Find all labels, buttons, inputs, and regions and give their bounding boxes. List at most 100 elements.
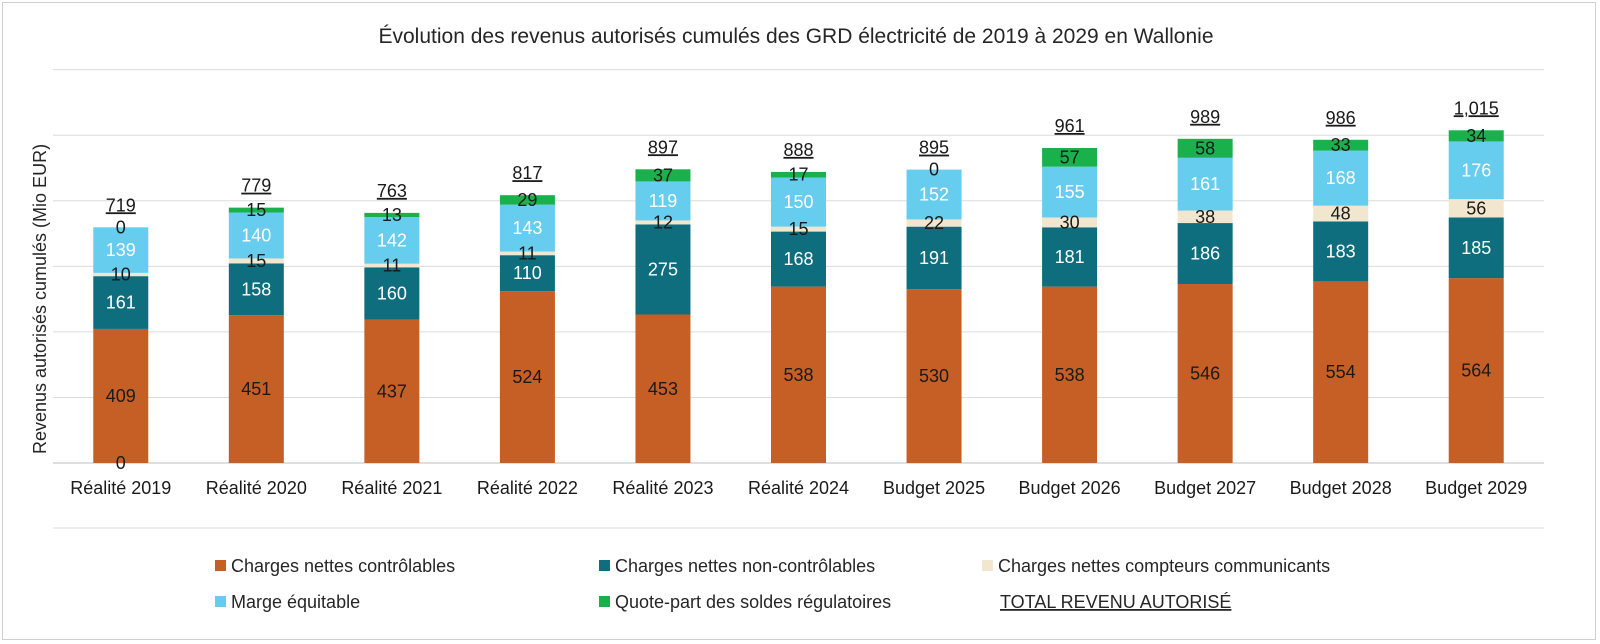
category-label: Budget 2027 bbox=[1154, 478, 1256, 498]
data-label: 150 bbox=[783, 192, 813, 212]
data-label: 11 bbox=[383, 256, 402, 276]
data-label: 176 bbox=[1461, 160, 1491, 180]
bar-segment-marge-equitable bbox=[1177, 157, 1233, 211]
bar-segment-quote-part-des-soldes-regulatoires bbox=[228, 207, 284, 213]
legend-swatch-charges-nettes-controlables bbox=[215, 560, 226, 571]
bar-segment-marge-equitable bbox=[771, 177, 826, 227]
bar-segment-quote-part-des-soldes-regulatoires bbox=[1313, 139, 1369, 151]
stacked-bar-chart: Évolution des revenus autorisés cumulés … bbox=[30, 25, 1544, 612]
legend: Charges nettes contrôlables Charges nette… bbox=[215, 556, 1330, 612]
data-label: 38 bbox=[1195, 207, 1215, 227]
bar-segment-charges-nettes-controlables bbox=[1448, 278, 1504, 463]
category-label: Réalité 2019 bbox=[70, 478, 171, 498]
category-labels: Réalité 2019 Réalité 2020 Réalité 2021 Réal… bbox=[70, 478, 1527, 498]
bar-segment-quote-part-des-soldes-regulatoires bbox=[771, 171, 826, 178]
category-label: Réalité 2021 bbox=[341, 478, 442, 498]
bar-segment-marge-equitable bbox=[499, 204, 555, 252]
total-label: 817 bbox=[512, 163, 542, 183]
bar-segment-marge-equitable bbox=[906, 169, 962, 220]
data-label: 33 bbox=[1331, 135, 1351, 155]
total-label: 888 bbox=[783, 140, 813, 160]
legend-entry: Charges nettes compteurs communicants bbox=[998, 556, 1330, 576]
bar-segment-marge-equitable bbox=[1448, 141, 1504, 200]
category-label: Budget 2029 bbox=[1425, 478, 1527, 498]
bar-segment-charges-nettes-compteurs-communicants bbox=[93, 272, 149, 277]
category-label: Réalité 2023 bbox=[612, 478, 713, 498]
bar-segment-quote-part-des-soldes-regulatoires bbox=[1177, 138, 1233, 158]
data-label: 143 bbox=[512, 218, 542, 238]
data-label: 530 bbox=[919, 366, 949, 386]
bar-segment-charges-nettes-non-controlables bbox=[635, 224, 691, 315]
bar-segment-charges-nettes-compteurs-communicants bbox=[1177, 210, 1233, 224]
data-label: 140 bbox=[241, 226, 271, 246]
data-label: 30 bbox=[1060, 212, 1080, 232]
bar-segment-charges-nettes-compteurs-communicants bbox=[1448, 199, 1504, 218]
legend-entry: Charges nettes contrôlables bbox=[231, 556, 455, 576]
bar-segment-marge-equitable bbox=[364, 217, 420, 264]
data-label: 538 bbox=[1055, 365, 1085, 385]
total-label: 895 bbox=[919, 138, 949, 158]
category-label: Réalité 2024 bbox=[748, 478, 849, 498]
legend-swatch-charges-nettes-non-controlables bbox=[599, 560, 610, 571]
chart-title: Évolution des revenus autorisés cumulés … bbox=[378, 25, 1213, 48]
data-label: 37 bbox=[653, 165, 673, 185]
legend-swatch-marge-equitable bbox=[215, 596, 226, 607]
bar-segment-marge-equitable bbox=[1313, 150, 1369, 206]
data-label: 160 bbox=[377, 284, 407, 304]
data-label: 56 bbox=[1466, 198, 1486, 218]
bar-segment-charges-nettes-non-controlables bbox=[1177, 223, 1233, 285]
data-label: 10 bbox=[111, 265, 131, 285]
data-label: 58 bbox=[1195, 138, 1215, 158]
data-label: 437 bbox=[377, 381, 407, 401]
data-label: 451 bbox=[241, 379, 271, 399]
category-label: Budget 2026 bbox=[1019, 478, 1121, 498]
bar-segment-marge-equitable bbox=[1042, 166, 1098, 218]
total-label: 763 bbox=[377, 181, 407, 201]
data-label: 191 bbox=[919, 248, 949, 268]
bars bbox=[93, 130, 1504, 463]
bar-segment-marge-equitable bbox=[635, 181, 691, 221]
total-label: 961 bbox=[1055, 116, 1085, 136]
bar-segment-charges-nettes-non-controlables bbox=[1313, 221, 1369, 282]
data-label: 15 bbox=[788, 219, 808, 239]
legend-entry: Marge équitable bbox=[231, 592, 360, 612]
bar-segment-charges-nettes-non-controlables bbox=[906, 226, 962, 290]
bar-segment-quote-part-des-soldes-regulatoires bbox=[635, 169, 691, 182]
legend-entry: Charges nettes non-contrôlables bbox=[615, 556, 875, 576]
data-label: 524 bbox=[512, 367, 542, 387]
bar-segment-charges-nettes-controlables bbox=[228, 315, 284, 463]
data-label: 168 bbox=[783, 249, 813, 269]
category-label: Budget 2028 bbox=[1290, 478, 1392, 498]
bar-segment-charges-nettes-non-controlables bbox=[499, 255, 555, 292]
bar-segment-quote-part-des-soldes-regulatoires bbox=[1448, 130, 1504, 142]
data-label: 17 bbox=[788, 165, 808, 185]
total-label: 719 bbox=[106, 195, 136, 215]
bar-segment-quote-part-des-soldes-regulatoires bbox=[1042, 147, 1098, 167]
data-label: 155 bbox=[1055, 182, 1085, 202]
data-label: 554 bbox=[1326, 362, 1356, 382]
total-label: 989 bbox=[1190, 107, 1220, 127]
total-label: 897 bbox=[648, 137, 678, 157]
bar-segment-marge-equitable bbox=[93, 227, 149, 273]
data-label: 11 bbox=[518, 243, 537, 263]
bar-segment-charges-nettes-compteurs-communicants bbox=[1042, 217, 1098, 228]
bar-segment-charges-nettes-non-controlables bbox=[1448, 217, 1504, 279]
data-label: 15 bbox=[246, 251, 266, 271]
data-label: 409 bbox=[106, 386, 136, 406]
bar-segment-charges-nettes-non-controlables bbox=[1042, 227, 1098, 287]
bar-segment-charges-nettes-controlables bbox=[906, 289, 962, 463]
data-label: 181 bbox=[1055, 247, 1085, 267]
data-label: 158 bbox=[241, 279, 271, 299]
value-labels: 4091611013900719451158151401577943716011… bbox=[106, 98, 1499, 473]
data-label: 546 bbox=[1190, 364, 1220, 384]
data-label: 186 bbox=[1190, 244, 1220, 264]
data-label: 12 bbox=[653, 212, 673, 232]
bar-segment-quote-part-des-soldes-regulatoires bbox=[499, 195, 555, 205]
category-label: Réalité 2020 bbox=[206, 478, 307, 498]
bar-segment-charges-nettes-non-controlables bbox=[364, 267, 420, 320]
bar-segment-marge-equitable bbox=[228, 212, 284, 259]
total-label: 1,015 bbox=[1454, 98, 1499, 118]
bar-segment-charges-nettes-controlables bbox=[1313, 281, 1369, 463]
data-label: 183 bbox=[1326, 241, 1356, 261]
